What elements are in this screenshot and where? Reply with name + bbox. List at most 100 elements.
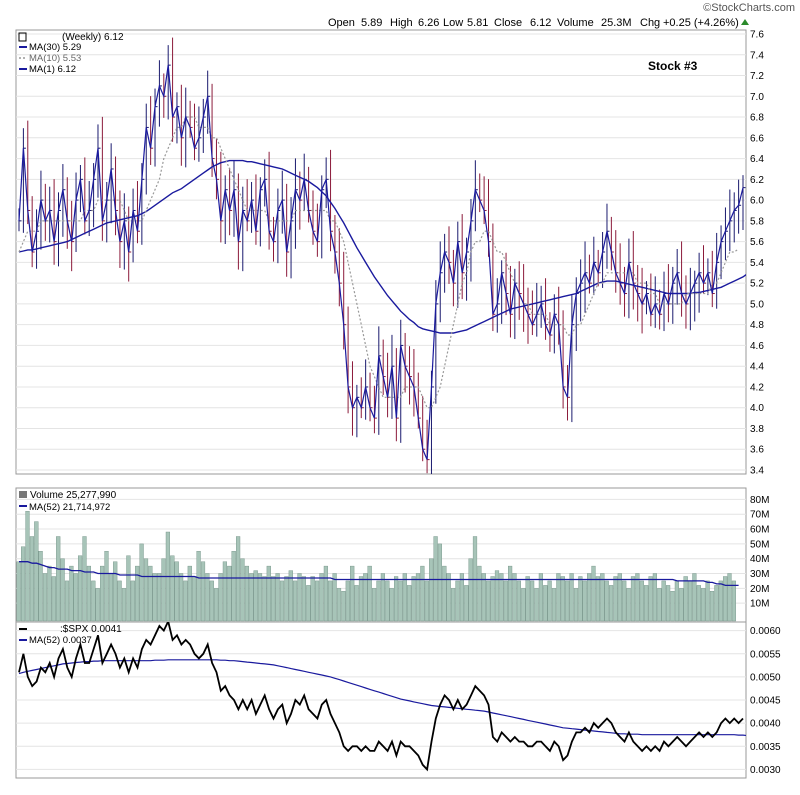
volume-bar xyxy=(481,573,486,622)
volume-bar xyxy=(714,585,719,622)
volume-bar xyxy=(648,576,653,622)
volume-bar xyxy=(16,561,21,622)
volume-bar xyxy=(104,551,109,622)
volume-bar xyxy=(429,558,434,622)
volume-bar xyxy=(459,573,464,622)
volume-bar xyxy=(244,565,249,622)
volume-bar xyxy=(494,570,500,622)
volume-bar xyxy=(297,573,302,622)
volume-bar xyxy=(161,558,166,622)
volume-bar xyxy=(705,580,710,622)
volume-bar xyxy=(692,573,697,622)
ratio-title: :$SPX 0.0041 xyxy=(60,624,122,635)
volume-bar xyxy=(670,591,675,622)
price-legend: (Weekly) 6.12 MA(30) 5.29 MA(10) 5.53 MA… xyxy=(18,32,124,75)
volume-bar xyxy=(21,546,26,622)
volume-bar xyxy=(547,580,552,622)
volume-bar xyxy=(86,565,91,622)
volume-bar xyxy=(249,573,254,622)
ratio-lines xyxy=(18,622,746,772)
volume-bar xyxy=(727,573,732,622)
volume-bar xyxy=(578,576,583,622)
volume-bar xyxy=(696,585,701,622)
price-tick-label: 4.2 xyxy=(750,382,764,393)
price-tick-label: 7.6 xyxy=(750,30,764,41)
price-tick-label: 7.2 xyxy=(750,71,764,82)
volume-bar xyxy=(415,573,421,622)
volume-bar xyxy=(222,561,227,622)
volume-bar xyxy=(683,576,688,622)
volume-bar xyxy=(275,573,280,622)
volume-tick-label: 70M xyxy=(750,510,769,521)
volume-bar xyxy=(148,565,153,622)
volume-bar xyxy=(42,573,48,622)
volume-bar xyxy=(565,580,570,622)
price-tick-label: 4.8 xyxy=(750,320,764,331)
low-value: 5.81 xyxy=(467,17,488,29)
volume-bar xyxy=(525,576,530,622)
price-tick-label: 6.4 xyxy=(750,154,764,165)
volume-bar xyxy=(174,561,179,622)
volume-bar xyxy=(293,580,298,622)
volume-legend: Volume 25,277,990 MA(52) 21,714,972 xyxy=(19,490,117,513)
price-bars xyxy=(18,37,746,474)
volume-bar xyxy=(573,588,579,622)
axis-tick-labels: 3.4 3.6 3.8 4.0 4.2 4.4 4.6 4.8 5.0 5.2 5.4 5.6 5.8 6… xyxy=(750,30,781,776)
volume-bar xyxy=(341,591,346,622)
volume-icon xyxy=(19,491,27,498)
volume-bar xyxy=(556,573,561,622)
ratio-ma-legend: MA(52) 0.0037 xyxy=(29,635,92,646)
volume-bar xyxy=(626,588,631,622)
volume-bar xyxy=(126,555,131,622)
price-tick-label: 6.2 xyxy=(750,175,764,186)
volume-bar xyxy=(25,511,30,622)
price-tick-label: 4.4 xyxy=(750,362,764,373)
close-label: Close xyxy=(494,17,522,29)
volume-bar xyxy=(622,580,627,622)
volume-bar xyxy=(279,580,285,622)
period-label: (Weekly) 6.12 xyxy=(62,32,124,43)
volume-bar xyxy=(569,573,574,622)
volume-bar xyxy=(235,536,241,622)
volume-bar xyxy=(121,588,127,622)
high-label: High xyxy=(390,17,413,29)
volume-bar xyxy=(424,580,429,622)
ratio-tick-label: 0.0055 xyxy=(750,649,781,660)
price-tick-label: 3.8 xyxy=(750,424,764,435)
low-label: Low xyxy=(443,17,463,29)
price-tick-label: 6.0 xyxy=(750,196,764,207)
volume-bar xyxy=(709,591,715,622)
volume-bar xyxy=(47,565,52,622)
volume-bar xyxy=(253,570,258,622)
volume-bar xyxy=(516,580,521,622)
price-tick-label: 6.6 xyxy=(750,133,764,144)
volume-bar xyxy=(218,573,223,622)
volume-tick-label: 50M xyxy=(750,539,769,550)
volume-bar xyxy=(301,576,306,622)
volume-bar xyxy=(332,573,337,622)
volume-bar xyxy=(420,565,425,622)
volume-bar xyxy=(560,576,565,622)
volume-bar xyxy=(135,565,140,622)
volume-bar xyxy=(227,565,232,622)
volume-bar xyxy=(600,573,605,622)
volume-bar xyxy=(328,580,333,622)
ratio-tick-label: 0.0060 xyxy=(750,626,781,637)
volume-bar xyxy=(323,565,328,622)
volume-bar xyxy=(407,585,412,622)
volume-bar xyxy=(442,565,447,622)
volume-bar xyxy=(117,580,122,622)
volume-bar xyxy=(231,551,236,622)
volume-bar xyxy=(380,573,385,622)
volume-bar xyxy=(530,580,535,622)
chart-title: Stock #3 xyxy=(648,59,698,73)
volume-tick-label: 30M xyxy=(750,569,769,580)
volume-bar xyxy=(183,580,188,622)
volume-bar xyxy=(200,561,206,622)
volume-bar xyxy=(630,576,636,622)
close-value: 6.12 xyxy=(530,17,551,29)
volume-bar xyxy=(196,551,201,622)
volume-bar xyxy=(143,558,149,622)
volume-bar xyxy=(587,573,592,622)
